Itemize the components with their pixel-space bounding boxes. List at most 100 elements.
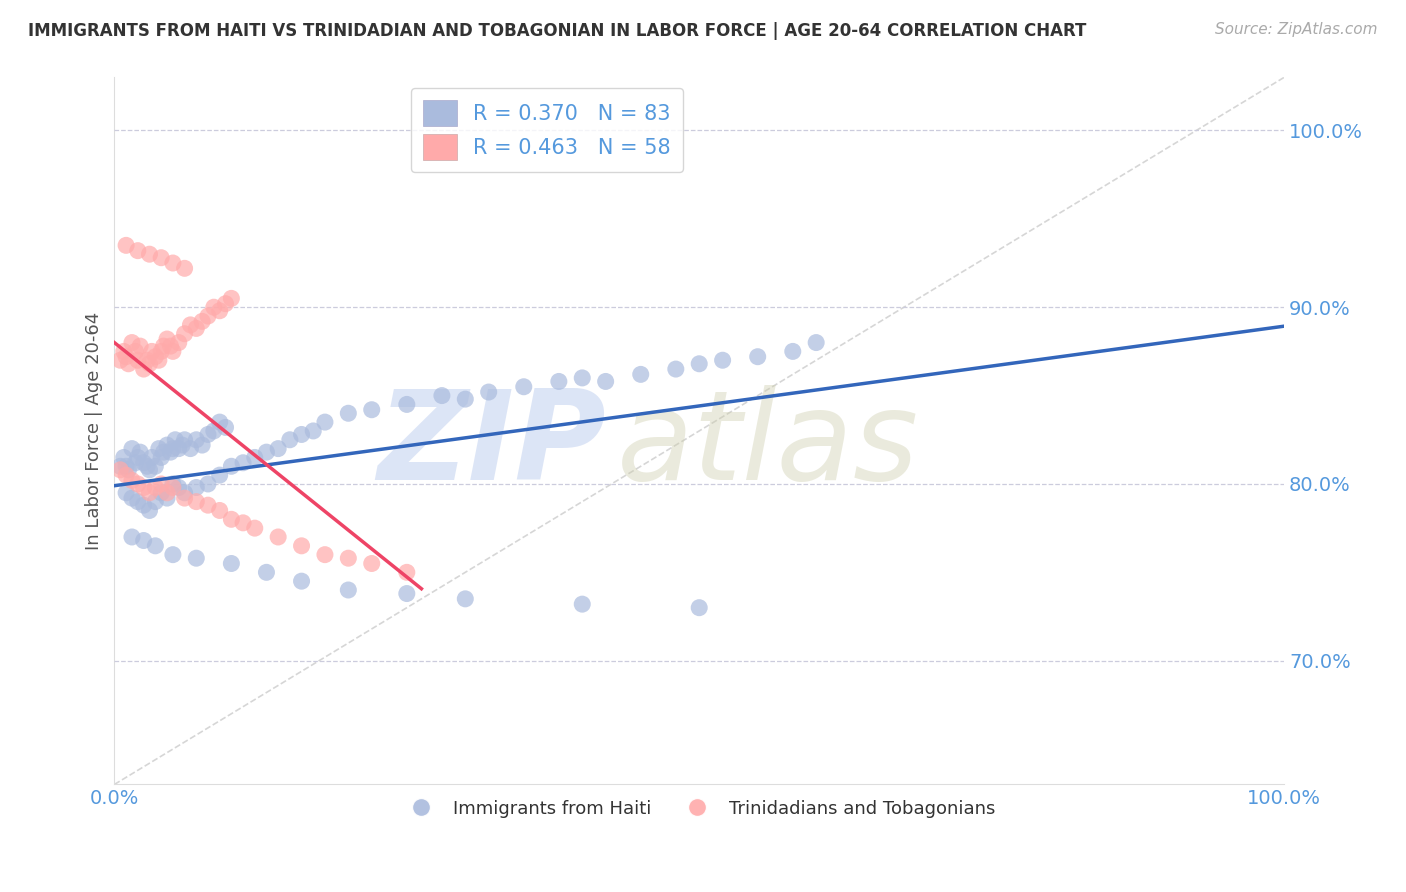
Point [513,380,536,394]
Text: atlas: atlas [617,384,920,506]
Point [197,427,219,442]
Point [232,456,254,470]
Text: ZIP: ZIP [377,384,606,506]
Point [115,459,138,474]
Point [167,442,190,456]
Point [197,477,219,491]
Point [804,335,827,350]
Point [156,491,179,505]
Point [121,335,143,350]
Point [395,397,418,411]
Point [143,459,166,474]
Point [337,582,360,597]
Point [214,420,236,434]
Point [214,296,236,310]
Point [117,463,139,477]
Point [173,433,195,447]
Point [162,344,184,359]
Point [138,503,160,517]
Point [152,339,174,353]
Point [267,442,290,456]
Point [112,344,135,359]
Point [150,477,173,491]
Point [337,551,360,566]
Point [208,415,231,429]
Point [688,600,710,615]
Point [256,566,278,580]
Point [121,530,143,544]
Point [162,442,184,456]
Point [138,485,160,500]
Point [129,339,152,353]
Point [547,375,569,389]
Point [162,481,184,495]
Point [150,485,173,500]
Point [138,357,160,371]
Point [395,566,418,580]
Point [278,433,301,447]
Point [173,261,195,276]
Point [132,533,155,548]
Point [132,481,155,495]
Y-axis label: In Labor Force | Age 20-64: In Labor Force | Age 20-64 [86,312,103,550]
Point [197,309,219,323]
Point [167,481,190,495]
Point [221,459,243,474]
Point [337,406,360,420]
Point [124,344,146,359]
Point [711,353,734,368]
Point [136,459,159,474]
Point [256,445,278,459]
Point [571,597,593,611]
Point [290,539,312,553]
Point [221,557,243,571]
Point [115,485,138,500]
Point [156,438,179,452]
Point [115,350,138,364]
Point [630,368,652,382]
Point [143,350,166,364]
Point [454,591,477,606]
Legend: Immigrants from Haiti, Trinidadians and Tobagonians: Immigrants from Haiti, Trinidadians and … [395,792,1002,825]
Point [138,247,160,261]
Point [430,388,453,402]
Point [202,300,225,314]
Point [302,424,325,438]
Point [267,530,290,544]
Point [290,427,312,442]
Point [127,353,149,368]
Point [112,450,135,465]
Point [141,450,163,465]
Point [121,474,143,488]
Point [395,586,418,600]
Point [571,371,593,385]
Point [115,468,138,483]
Point [595,375,617,389]
Point [314,548,336,562]
Point [782,344,804,359]
Point [127,477,149,491]
Point [208,503,231,517]
Point [208,468,231,483]
Point [360,557,382,571]
Point [143,539,166,553]
Point [132,362,155,376]
Point [221,292,243,306]
Point [148,353,170,368]
Point [747,350,769,364]
Point [156,485,179,500]
Point [167,335,190,350]
Point [232,516,254,530]
Point [148,442,170,456]
Point [454,392,477,406]
Point [129,445,152,459]
Point [159,339,181,353]
Point [290,574,312,589]
Point [138,463,160,477]
Point [143,481,166,495]
Point [159,445,181,459]
Point [314,415,336,429]
Point [688,357,710,371]
Point [243,450,266,465]
Point [127,244,149,258]
